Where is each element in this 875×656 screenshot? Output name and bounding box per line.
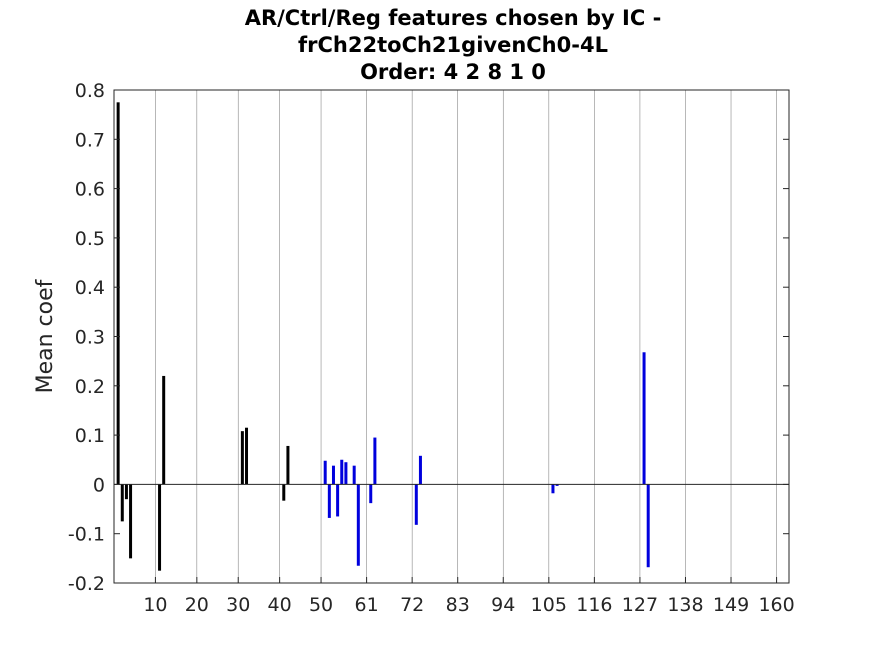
chart-title-line-3: Order: 4 2 8 1 0 <box>360 60 546 84</box>
x-axis-ticks: 10 20 30 40 50 61 72 83 94 105 116 127 138 149 160 <box>143 577 795 616</box>
y-tick-label: 0.5 <box>75 228 105 250</box>
chart-title-line-1: AR/Ctrl/Reg features chosen by IC - <box>245 6 662 30</box>
y-tick-label: 0 <box>93 474 105 496</box>
y-tick-label: 0.8 <box>75 80 105 102</box>
bar <box>352 465 356 485</box>
x-tick-label: 83 <box>446 594 470 616</box>
x-tick-label: 72 <box>400 594 424 616</box>
x-tick-label: 127 <box>622 594 658 616</box>
chart-title-line-2: frCh22toCh21givenCh0-4L <box>298 33 608 57</box>
y-tick-label: 0.6 <box>75 179 105 201</box>
y-tick-label: 0.7 <box>75 129 105 151</box>
x-tick-label: 50 <box>309 594 333 616</box>
bar <box>323 460 327 485</box>
x-tick-label: 138 <box>667 594 703 616</box>
bar <box>286 445 290 485</box>
bar <box>373 437 377 485</box>
bar <box>120 484 124 522</box>
bar <box>642 352 646 485</box>
grid-lines <box>155 90 777 583</box>
x-tick-label: 30 <box>226 594 250 616</box>
bar <box>124 484 128 500</box>
x-tick-label: 10 <box>143 594 167 616</box>
y-axis-label: Mean coef <box>33 278 58 393</box>
plot-area <box>114 90 789 583</box>
y-tick-label: 0.3 <box>75 327 105 349</box>
y-axis-ticks: -0.2 -0.1 0 0.1 0.2 0.3 0.4 0.5 0.6 0.7 0.8 <box>68 80 789 595</box>
bar <box>158 484 162 571</box>
bar <box>555 484 559 486</box>
bar <box>418 455 422 485</box>
x-tick-label: 105 <box>531 594 567 616</box>
y-tick-label: 0.4 <box>75 277 105 299</box>
bar <box>327 484 331 518</box>
x-tick-label: 160 <box>758 594 794 616</box>
bar <box>344 462 348 485</box>
bars <box>116 102 650 571</box>
x-tick-label: 94 <box>491 594 515 616</box>
bar <box>369 484 373 504</box>
chart-title: AR/Ctrl/Reg features chosen by IC - frCh… <box>245 6 662 84</box>
bar <box>356 484 360 566</box>
bar <box>129 484 133 559</box>
bar <box>116 102 120 485</box>
bar <box>282 484 286 501</box>
bar <box>340 459 344 485</box>
y-tick-label: -0.2 <box>68 573 105 595</box>
bar <box>646 484 650 568</box>
x-tick-label: 40 <box>268 594 292 616</box>
y-tick-label: 0.1 <box>75 425 105 447</box>
x-tick-label: 149 <box>713 594 749 616</box>
bar <box>240 431 244 485</box>
x-tick-label: 20 <box>185 594 209 616</box>
x-tick-label: 61 <box>355 594 379 616</box>
bar <box>414 484 418 525</box>
y-tick-label: -0.1 <box>68 524 105 546</box>
bar <box>162 375 166 485</box>
y-tick-label: 0.2 <box>75 376 105 398</box>
x-tick-label: 116 <box>576 594 612 616</box>
bar <box>336 484 340 517</box>
bar <box>331 465 335 485</box>
bar <box>245 427 249 485</box>
bar <box>551 484 555 494</box>
